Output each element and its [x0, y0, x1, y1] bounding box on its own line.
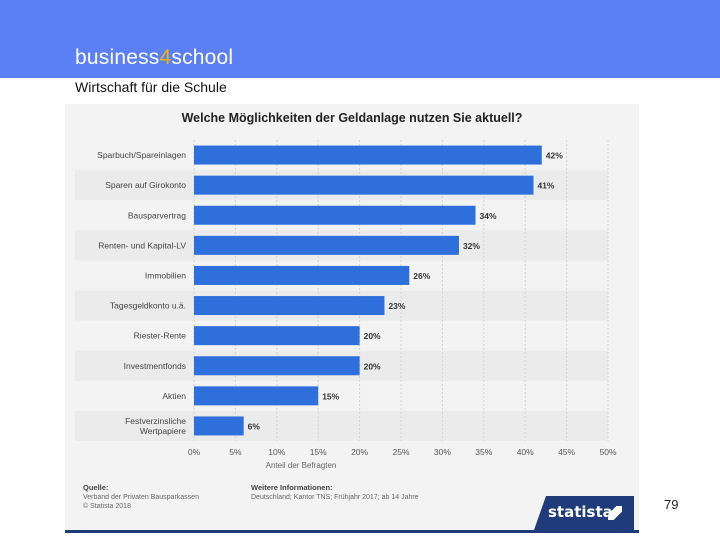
- brand-digit: 4: [159, 46, 172, 69]
- x-axis-label: Anteil der Befragten: [266, 461, 337, 470]
- info-label: Weitere Informationen:: [251, 483, 333, 492]
- x-tick-label: 5%: [229, 447, 242, 457]
- source-label: Quelle:: [83, 483, 108, 492]
- card-bottom-line: [65, 530, 639, 533]
- category-label: Festverzinsliche Wertpapiere: [125, 416, 186, 436]
- bar: [194, 145, 542, 165]
- x-tick-label: 10%: [268, 447, 285, 457]
- category-label: Sparbuch/Spareinlagen: [97, 150, 186, 160]
- x-tick-label: 40%: [517, 447, 534, 457]
- bar: [194, 296, 385, 316]
- source-line: Verband der Privaten Bausparkassen: [83, 494, 199, 501]
- bar: [194, 386, 319, 406]
- data-label: 34%: [480, 211, 497, 221]
- bar: [194, 416, 244, 436]
- x-tick-label: 35%: [475, 447, 492, 457]
- category-label: Tagesgeldkonto u.ä.: [110, 301, 186, 311]
- info-line: Deutschland; Kantor TNS; Frühjahr 2017; …: [251, 494, 419, 501]
- bar: [194, 175, 534, 195]
- data-label: 20%: [364, 331, 381, 341]
- category-label: Renten- und Kapital-LV: [98, 240, 186, 250]
- x-tick-label: 25%: [392, 447, 409, 457]
- bar: [194, 356, 360, 376]
- category-label: Riester-Rente: [134, 331, 187, 341]
- x-tick-label: 45%: [558, 447, 575, 457]
- x-tick-label: 0%: [188, 447, 201, 457]
- bar: [194, 235, 459, 255]
- data-label: 6%: [248, 421, 261, 431]
- data-label: 23%: [388, 301, 405, 311]
- bar: [194, 265, 410, 285]
- statista-logo-text: statista: [548, 503, 613, 521]
- source-copyright: © Statista 2018: [83, 502, 131, 510]
- x-tick-label: 15%: [310, 447, 327, 457]
- category-label: Aktien: [162, 391, 186, 401]
- category-label: Sparen auf Girokonto: [105, 180, 186, 190]
- data-label: 26%: [413, 271, 430, 281]
- category-label: Investmentfonds: [124, 361, 186, 371]
- data-label: 20%: [364, 361, 381, 371]
- data-label: 32%: [463, 241, 480, 251]
- bar: [194, 326, 360, 346]
- data-label: 41%: [537, 181, 554, 191]
- bar: [194, 205, 476, 225]
- page-number: 79: [664, 497, 679, 512]
- chart-title: Welche Möglichkeiten der Geldanlage nutz…: [182, 111, 523, 125]
- bar-chart: Welche Möglichkeiten der Geldanlage nutz…: [75, 111, 617, 510]
- brand-suffix: school: [171, 46, 234, 69]
- x-tick-label: 50%: [599, 447, 616, 457]
- row-band: [75, 410, 608, 441]
- tagline: Wirtschaft für die Schule: [75, 79, 227, 95]
- chart-card: Welche Möglichkeiten der Geldanlage nutz…: [65, 104, 639, 532]
- data-label: 15%: [322, 391, 339, 401]
- brand-prefix: business: [75, 46, 160, 69]
- x-tick-label: 20%: [351, 447, 368, 457]
- brand-logo: business4school: [75, 46, 233, 70]
- x-tick-label: 30%: [434, 447, 451, 457]
- category-label: Immobilien: [145, 270, 186, 280]
- category-label: Bausparvertrag: [128, 210, 186, 220]
- header-bar: [0, 0, 720, 78]
- data-label: 42%: [546, 151, 563, 161]
